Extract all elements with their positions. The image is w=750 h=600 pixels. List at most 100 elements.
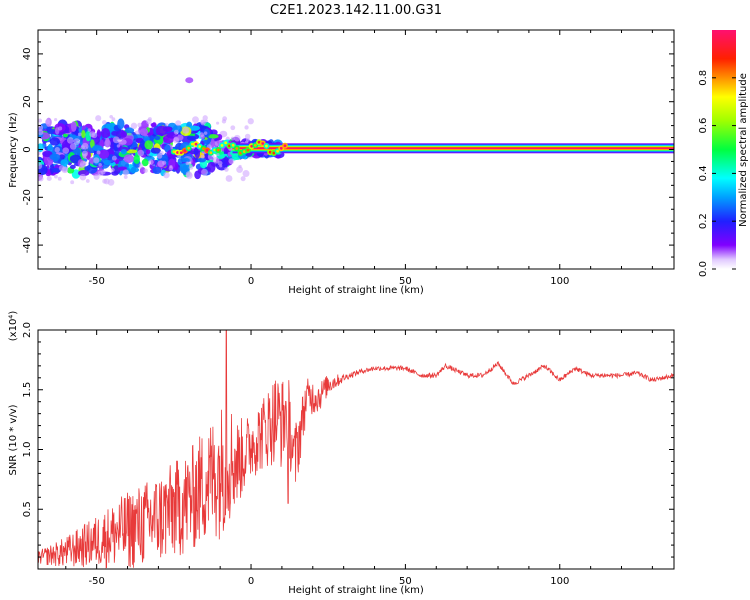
- spectral-blob: [126, 149, 138, 154]
- spectral-blob: [163, 171, 170, 179]
- spectral-blob: [81, 150, 89, 157]
- bottom-x-ticks: -50 0 50 100: [65, 330, 653, 587]
- spectral-blob: [150, 147, 161, 154]
- spectral-blob: [203, 139, 212, 144]
- spectral-blob: [60, 159, 69, 167]
- spectral-blob: [120, 148, 127, 155]
- spectral-blob: [100, 169, 106, 175]
- spectral-blob: [186, 135, 197, 141]
- spectral-band-segment: [253, 143, 257, 147]
- spectral-blob: [93, 157, 100, 164]
- spectral-blob: [102, 178, 107, 184]
- spectrogram-image: [38, 77, 674, 186]
- spectral-blob: [46, 175, 52, 182]
- spectral-blob: [70, 180, 75, 185]
- spectral-band-segment: [198, 145, 202, 148]
- spectral-blob: [120, 130, 128, 138]
- x-tick-label: 0: [248, 276, 254, 287]
- spectral-blob: [69, 143, 77, 150]
- bottom-x-axis-label: Height of straight line (km): [288, 585, 424, 596]
- spectral-blob: [207, 134, 219, 139]
- spectral-blob: [152, 166, 162, 175]
- spectral-blob: [240, 176, 246, 182]
- spectral-blob: [54, 147, 60, 153]
- spectral-blob: [80, 145, 85, 150]
- spectral-blob: [66, 136, 74, 144]
- spectral-blob: [139, 128, 149, 136]
- spectral-band-segment: [176, 151, 179, 154]
- colorbar-tick-label: 0.4: [698, 165, 709, 181]
- x-tick-label: -50: [88, 576, 104, 587]
- spectral-blob: [96, 150, 101, 155]
- spectral-blob: [168, 166, 174, 171]
- spectral-blob: [79, 173, 87, 181]
- spectral-blob: [188, 165, 194, 170]
- spectral-blob: [130, 167, 140, 173]
- spectral-band-segment: [272, 151, 276, 155]
- spectral-blob: [173, 129, 179, 135]
- colorbar: 0.0 0.2 0.4 0.6 0.8 Normalized spectral ampl…: [698, 30, 749, 277]
- x-tick-label: -50: [88, 276, 104, 287]
- spectral-blob: [201, 168, 208, 176]
- spectral-blob: [212, 156, 220, 164]
- spectral-blob: [84, 165, 91, 172]
- spectral-blob: [244, 133, 251, 140]
- spectral-band-segment: [216, 148, 220, 152]
- spectral-blob: [192, 116, 199, 124]
- spectral-blob: [193, 147, 199, 156]
- spectral-blob: [124, 127, 135, 134]
- spectral-band-segment: [202, 147, 205, 150]
- spectral-band-segment: [190, 142, 194, 146]
- chart-title: C2E1.2023.142.11.00.G31: [270, 3, 442, 18]
- spectral-blob: [200, 154, 205, 159]
- spectral-blob: [117, 118, 125, 130]
- spectral-blob: [143, 168, 148, 173]
- spectral-blob: [69, 164, 76, 169]
- spectral-blob: [111, 155, 117, 161]
- spectral-blob: [197, 157, 206, 163]
- y-tick-label: -40: [22, 237, 33, 253]
- spectral-band-segment: [279, 146, 283, 150]
- spectral-blob: [38, 129, 44, 136]
- colorbar-tick-label: 0.8: [698, 70, 709, 86]
- spectral-blob: [247, 118, 254, 125]
- spectral-band-segment: [179, 151, 183, 155]
- spectral-blob: [207, 161, 216, 173]
- spectral-blob: [100, 128, 111, 139]
- spectral-band-segment: [268, 150, 272, 154]
- spectral-blob: [38, 162, 43, 170]
- spectral-blob: [188, 125, 201, 131]
- spectral-band-segment: [283, 144, 287, 148]
- spectral-blob: [233, 134, 241, 142]
- spectral-blob: [46, 126, 52, 133]
- spectral-blob: [222, 116, 228, 122]
- colorbar-ticks: 0.0 0.2 0.4 0.6 0.8: [698, 70, 736, 277]
- y-tick-label: 1.5: [22, 382, 33, 398]
- spectral-blob: [73, 138, 81, 145]
- spectral-blob: [223, 156, 229, 164]
- spectral-band-segment: [183, 149, 187, 153]
- spectral-blob: [49, 153, 61, 161]
- spectral-blob: [202, 115, 208, 121]
- spectral-blob: [236, 166, 243, 173]
- snr-series-line: [38, 330, 674, 569]
- y-tick-label: 20: [22, 95, 33, 108]
- spectral-blob: [165, 122, 169, 127]
- spectral-blob: [59, 154, 66, 159]
- spectral-blob: [173, 137, 180, 144]
- spectral-blob: [98, 149, 110, 159]
- spectral-blob: [121, 139, 127, 145]
- spectral-blob: [244, 125, 249, 130]
- spectral-blob: [98, 163, 102, 167]
- spectral-blob: [109, 114, 113, 119]
- spectral-blob: [85, 179, 90, 183]
- spectral-blob: [139, 166, 146, 175]
- spectral-blob: [51, 167, 62, 173]
- spectral-blob: [225, 175, 233, 182]
- spectral-blob: [89, 131, 96, 138]
- spectral-band-segment: [205, 148, 209, 152]
- spectral-blob: [77, 170, 90, 177]
- spectral-blob: [150, 122, 157, 128]
- spectral-band-segment: [231, 143, 235, 147]
- spectral-blob: [216, 153, 220, 157]
